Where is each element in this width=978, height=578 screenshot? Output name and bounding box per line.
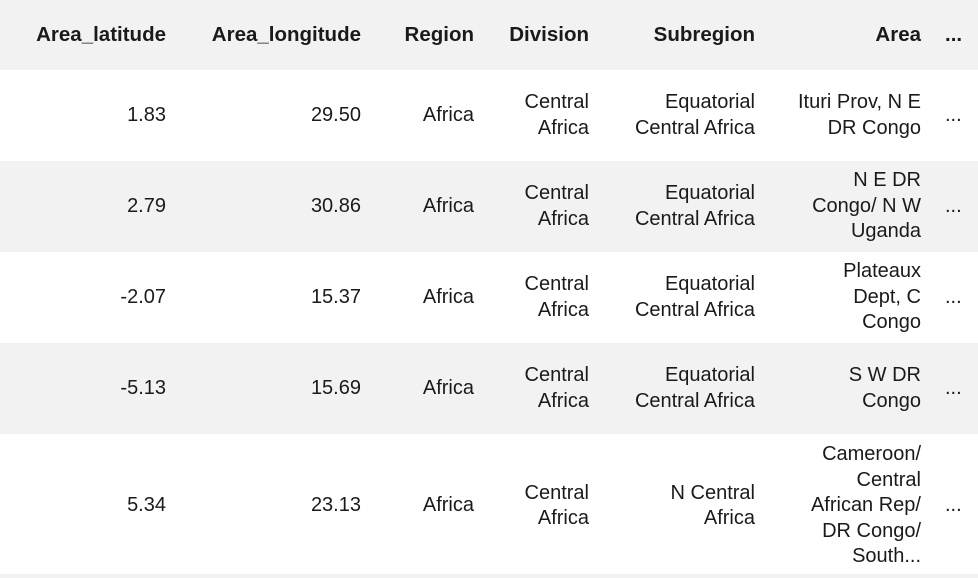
table-row: 2.79 30.86 Africa Central Africa Equator…: [0, 161, 978, 252]
cell-region: Africa: [422, 194, 474, 217]
cell-area-latitude: 1.83: [127, 103, 166, 126]
cell-area-latitude: 5.34: [127, 494, 166, 517]
cell-division: Central Africa: [524, 273, 589, 321]
cell-area-longitude: 29.50: [310, 103, 361, 126]
column-header-subregion[interactable]: Subregion: [653, 23, 755, 47]
column-header-area-latitude[interactable]: Area_latitude: [36, 23, 166, 47]
cell-truncated: ...: [945, 103, 962, 126]
cell-area: S W DR Congo: [848, 364, 921, 412]
cell-area-longitude: 15.69: [310, 376, 361, 399]
cell-region: Africa: [422, 376, 474, 399]
cell-area: N E DR Congo/ N W Uganda: [812, 169, 921, 243]
cell-area: Ituri Prov, N E DR Congo: [798, 91, 921, 139]
table-body: 1.83 29.50 Africa Central Africa Equator…: [0, 70, 978, 578]
cell-region: Africa: [422, 103, 474, 126]
cell-truncated: ...: [945, 494, 962, 517]
cell-area-longitude: 23.13: [310, 494, 361, 517]
table-row: -2.07 15.37 Africa Central Africa Equato…: [0, 252, 978, 343]
column-header-region[interactable]: Region: [404, 23, 474, 47]
cell-subregion: Equatorial Central Africa: [634, 91, 755, 139]
cell-subregion: N Central Africa: [670, 481, 755, 530]
column-header-division[interactable]: Division: [509, 23, 589, 47]
table-row: 1.83 29.50 Africa Central Africa Equator…: [0, 70, 978, 161]
column-header-area[interactable]: Area: [875, 23, 921, 47]
table-header: Area_latitude Area_longitude Region Divi…: [0, 0, 978, 70]
cell-division: Central Africa: [524, 182, 589, 230]
table-row: 5.34 23.13 Africa Central Africa N Centr…: [0, 434, 978, 578]
cell-area-longitude: 30.86: [310, 194, 361, 217]
table-bottom-divider: [0, 574, 978, 578]
cell-truncated: ...: [945, 376, 962, 399]
cell-truncated: ...: [945, 194, 962, 217]
cell-area: Cameroon/ Central African Rep/ DR Congo/…: [810, 443, 921, 568]
cell-region: Africa: [422, 285, 474, 308]
cell-truncated: ...: [945, 285, 962, 308]
cell-subregion: Equatorial Central Africa: [634, 364, 755, 412]
cell-division: Central Africa: [524, 481, 589, 530]
cell-division: Central Africa: [524, 364, 589, 412]
column-header-area-longitude[interactable]: Area_longitude: [211, 23, 361, 47]
cell-subregion: Equatorial Central Africa: [634, 182, 755, 230]
cell-area-latitude: -2.07: [120, 285, 166, 308]
header-row: Area_latitude Area_longitude Region Divi…: [0, 0, 978, 70]
table-row: -5.13 15.69 Africa Central Africa Equato…: [0, 343, 978, 434]
cell-division: Central Africa: [524, 91, 589, 139]
cell-area-latitude: 2.79: [127, 194, 166, 217]
cell-area: Plateaux Dept, C Congo: [843, 260, 921, 334]
cell-area-latitude: -5.13: [120, 376, 166, 399]
cell-subregion: Equatorial Central Africa: [634, 273, 755, 321]
cell-area-longitude: 15.37: [310, 285, 361, 308]
column-header-truncated: ...: [945, 23, 963, 47]
cell-region: Africa: [422, 494, 474, 517]
